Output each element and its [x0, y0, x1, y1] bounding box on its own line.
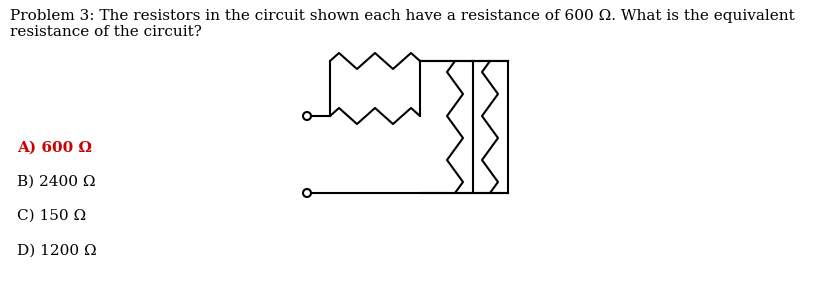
Text: B) 2400 Ω: B) 2400 Ω: [17, 175, 96, 189]
Text: C) 150 Ω: C) 150 Ω: [17, 209, 85, 223]
Text: A) 600 Ω: A) 600 Ω: [17, 140, 91, 154]
Circle shape: [303, 189, 311, 197]
Text: D) 1200 Ω: D) 1200 Ω: [17, 243, 96, 257]
Circle shape: [303, 112, 311, 120]
Text: Problem 3: The resistors in the circuit shown each have a resistance of 600 Ω. W: Problem 3: The resistors in the circuit …: [10, 9, 794, 39]
